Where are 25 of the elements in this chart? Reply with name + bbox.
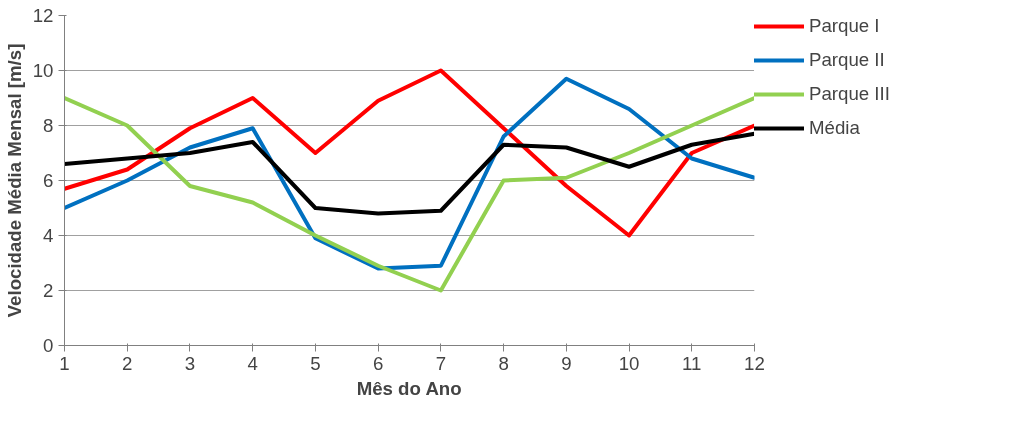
y-tick-label: 8 <box>43 115 54 136</box>
x-tick-label: 8 <box>498 352 509 374</box>
x-tick-label: 1 <box>59 352 70 374</box>
x-tick-label: 6 <box>372 352 384 374</box>
y-tick-label: 6 <box>43 170 54 191</box>
x-tick-label: 12 <box>744 352 765 374</box>
y-tick-label: 0 <box>43 335 54 356</box>
y-tick-label: 10 <box>32 60 54 81</box>
legend-label: Parque II <box>809 49 886 71</box>
legend-label: Média <box>809 117 861 139</box>
y-axis-title: Velocidade Média Mensal [m/s] <box>3 43 25 318</box>
x-tick-label: 11 <box>682 352 702 374</box>
x-axis-title: Mês do Ano <box>356 377 462 399</box>
x-tick-label: 7 <box>435 352 447 374</box>
x-tick-label: 3 <box>184 352 196 374</box>
x-tick-label: 9 <box>561 352 572 374</box>
y-tick-label: 2 <box>43 280 54 301</box>
x-tick-label: 10 <box>618 352 640 374</box>
legend-label: Parque III <box>809 83 891 105</box>
x-tick-label: 5 <box>310 352 321 374</box>
y-tick-label: 12 <box>32 5 54 26</box>
x-tick-label: 2 <box>122 352 133 374</box>
x-tick-label: 4 <box>247 352 258 374</box>
y-tick-label: 4 <box>43 225 54 246</box>
legend-label: Parque I <box>809 15 881 37</box>
